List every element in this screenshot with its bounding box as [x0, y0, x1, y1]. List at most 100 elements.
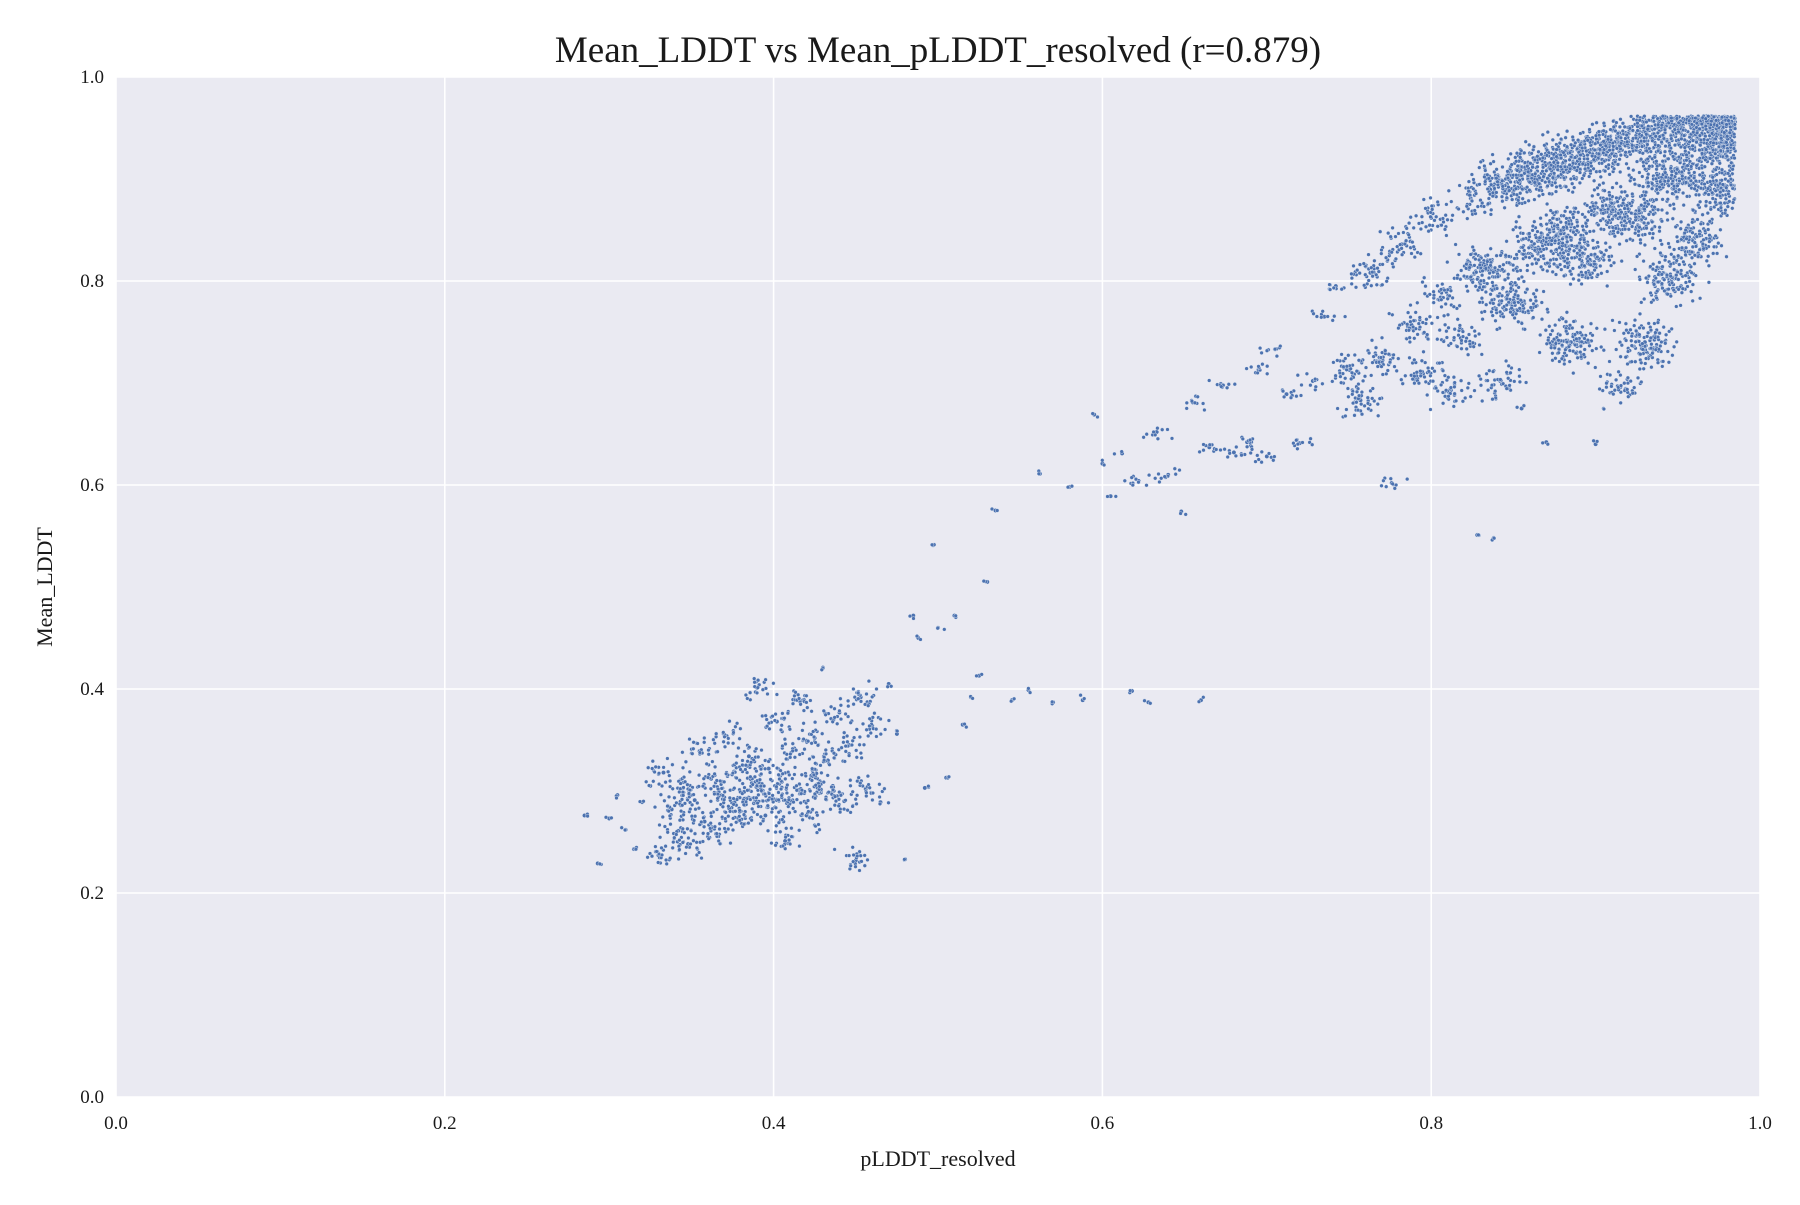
data-point-cloud [1640, 145, 1644, 149]
data-point-cloud [733, 809, 737, 813]
data-point-cloud [1586, 157, 1590, 161]
data-point-cloud [1517, 368, 1521, 372]
data-point-cloud [738, 819, 742, 823]
data-point-cloud [770, 841, 774, 845]
data-point-cloud [671, 846, 675, 850]
data-point-cloud [1260, 351, 1264, 355]
data-point-cloud [1422, 276, 1426, 280]
data-point-cloud [1644, 276, 1648, 280]
data-point-cloud [1542, 248, 1546, 252]
data-point-cloud [1240, 453, 1244, 457]
data-point-cloud [667, 795, 671, 799]
data-point-cloud [850, 743, 854, 747]
data-point-cloud [1485, 372, 1489, 376]
data-point-cloud [740, 792, 744, 796]
data-point-cloud [1245, 367, 1249, 371]
data-point-cloud [1590, 194, 1594, 198]
data-point-cloud [1586, 361, 1590, 365]
data-point-cloud [1556, 174, 1560, 178]
data-point-cloud [1591, 239, 1595, 243]
data-point [763, 813, 767, 817]
data-point-cloud [1677, 155, 1681, 159]
data-point-cloud [1391, 482, 1395, 486]
data-point-cloud [1676, 240, 1680, 244]
data-point-cloud [1344, 414, 1348, 418]
data-point-cloud [1521, 232, 1525, 236]
data-point-cloud [1160, 428, 1164, 432]
data-point-cloud [1553, 346, 1557, 350]
data-point-cloud [1545, 307, 1549, 311]
data-point-cloud [810, 741, 814, 745]
data-point-cloud [1540, 301, 1544, 305]
data-point-cloud [681, 766, 685, 770]
data-point-cloud [1568, 349, 1572, 353]
data-point-cloud [1429, 374, 1433, 378]
data-point-cloud [874, 727, 878, 731]
data-point-cloud [1508, 384, 1512, 388]
data-point-cloud [1517, 215, 1521, 219]
data-point-cloud [1412, 358, 1416, 362]
data-point-cloud [1519, 298, 1523, 302]
data-point-cloud [1465, 217, 1469, 221]
data-point-cloud [842, 731, 846, 735]
data-point-cloud [808, 789, 812, 793]
data-point-cloud [1436, 284, 1440, 288]
data-point-cloud [759, 784, 763, 788]
data-point-cloud [1616, 163, 1620, 167]
data-point-cloud [1696, 218, 1700, 222]
data-point-cloud [1649, 150, 1653, 154]
data-point-cloud [1131, 483, 1135, 487]
data-point-cloud [1679, 269, 1683, 273]
data-point-cloud [771, 764, 775, 768]
data-point-cloud [723, 817, 727, 821]
data-point-cloud [1489, 208, 1493, 212]
data-point-cloud [1367, 407, 1371, 411]
data-point-cloud [1408, 336, 1412, 340]
data-point-cloud [1595, 326, 1599, 330]
data-point-cloud [1616, 231, 1620, 235]
data-point-cloud [1680, 291, 1684, 295]
data-point-cloud [1660, 219, 1664, 223]
data-point-cloud [1647, 213, 1651, 217]
data-point-cloud [679, 809, 683, 813]
data-point-cloud [704, 793, 708, 797]
data-point-cloud [1513, 301, 1517, 305]
data-point-cloud [1391, 262, 1395, 266]
data-point-cloud [1583, 264, 1587, 268]
data-point-cloud [1480, 399, 1484, 403]
data-point-cloud [1515, 193, 1519, 197]
data-point-cloud [695, 801, 699, 805]
data-point-cloud [1664, 333, 1668, 337]
data-point-cloud [1571, 190, 1575, 194]
data-point-cloud [1512, 380, 1516, 384]
data-point-cloud [1467, 382, 1471, 386]
data-point-cloud [854, 865, 858, 869]
data-point-cloud [1677, 130, 1681, 134]
data-point-cloud [1521, 187, 1525, 191]
data-point-cloud [887, 801, 891, 805]
data-point-cloud [1412, 336, 1416, 340]
data-point-cloud [1562, 151, 1566, 155]
data-point-cloud [818, 785, 822, 789]
data-point-cloud [826, 774, 830, 778]
data-point-cloud [1550, 157, 1554, 161]
data-point-cloud [1642, 297, 1646, 301]
data-point-cloud [1600, 271, 1604, 275]
data-point-cloud [759, 767, 763, 771]
data-point-cloud [1633, 231, 1637, 235]
data-point-cloud [1495, 287, 1499, 291]
data-point-cloud [1050, 700, 1054, 704]
data-point-cloud [666, 830, 670, 834]
data-point-cloud [1663, 179, 1667, 183]
data-point-cloud [803, 747, 807, 751]
data-point-cloud [1159, 476, 1163, 480]
data-point-cloud [1458, 184, 1462, 188]
data-point-cloud [1593, 148, 1597, 152]
data-point-cloud [1562, 176, 1566, 180]
data-point-cloud [819, 764, 823, 768]
data-point-cloud [790, 835, 794, 839]
data-point-cloud [1504, 308, 1508, 312]
data-point-cloud [1145, 483, 1149, 487]
